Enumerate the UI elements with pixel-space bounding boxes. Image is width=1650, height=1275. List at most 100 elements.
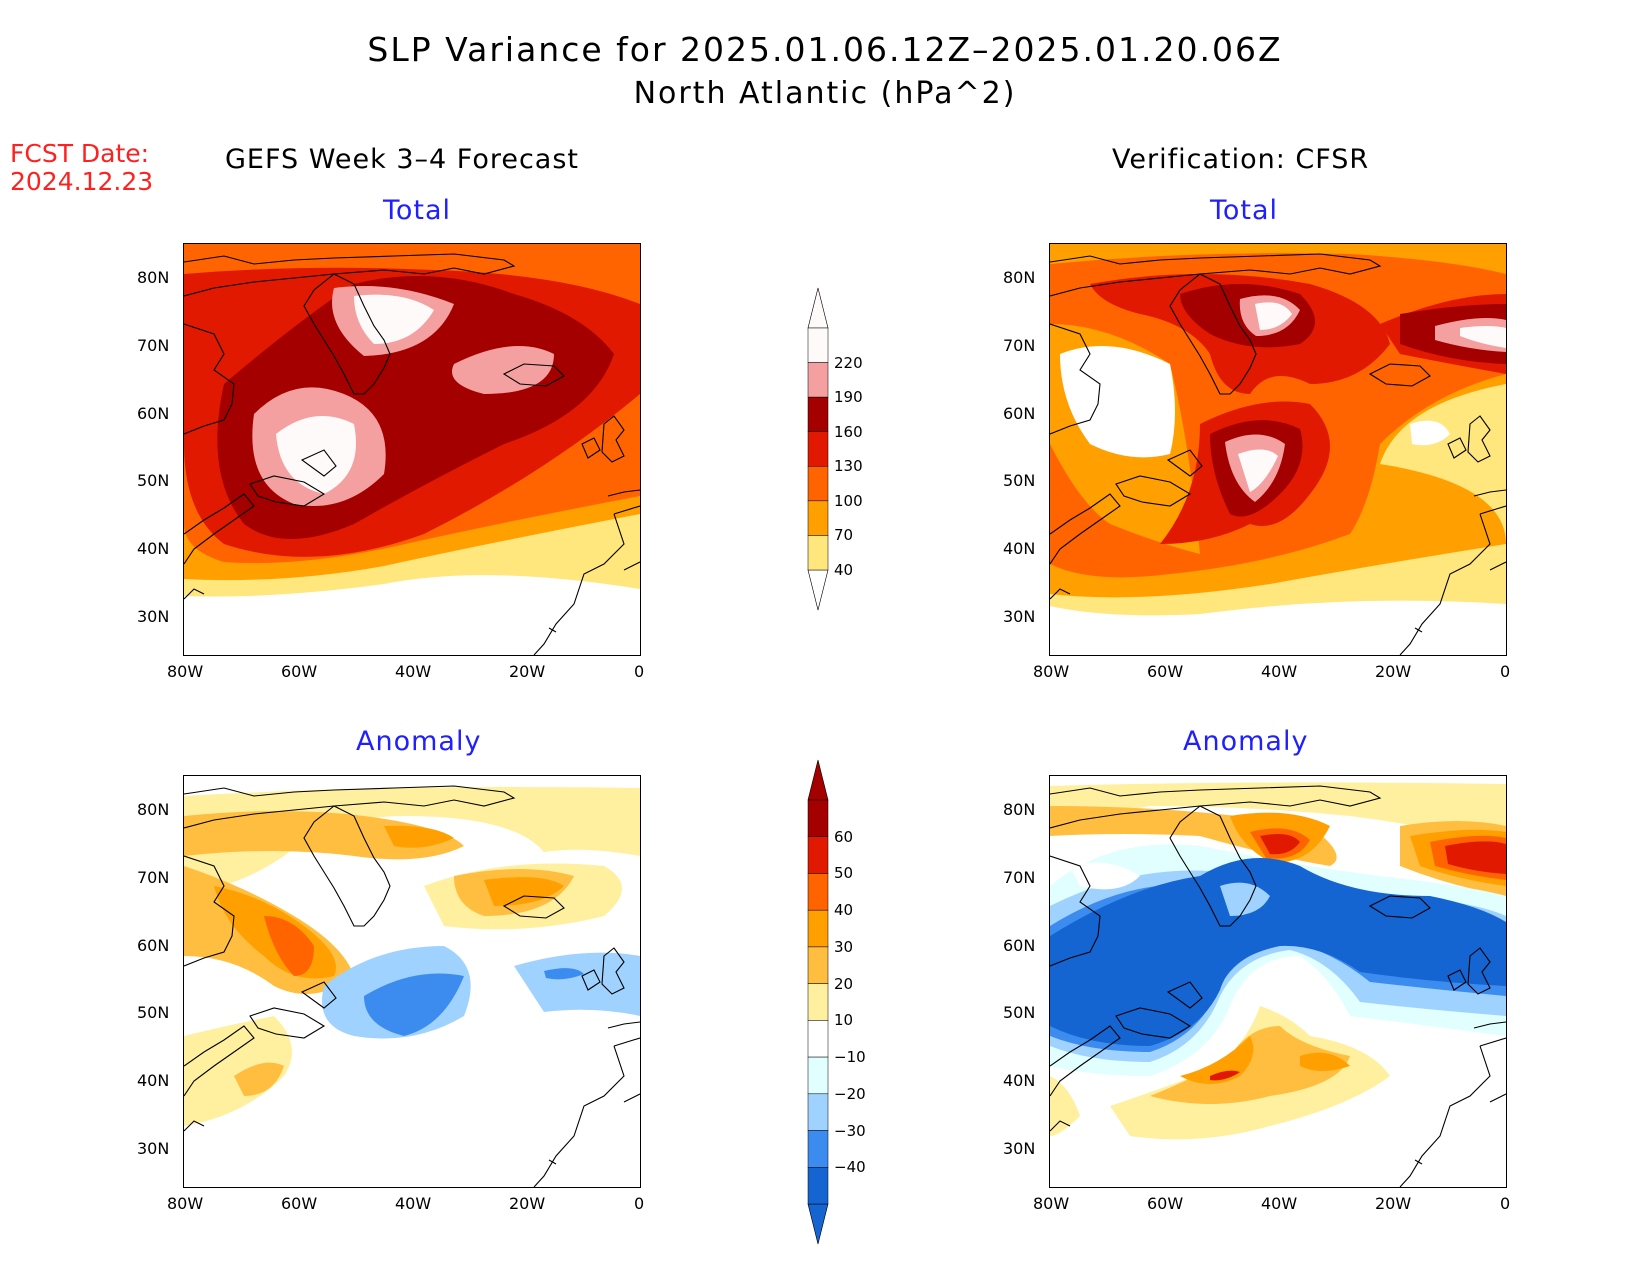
coastline: [1489, 561, 1506, 571]
shaded-contour: [452, 346, 554, 394]
coastline: [1166, 981, 1203, 1009]
coastline: [1473, 489, 1506, 497]
x-tick-label: 40W: [1261, 1194, 1298, 1213]
shaded-contour: [384, 825, 454, 848]
y-tick-label: 50N: [1003, 471, 1036, 491]
coastline: [607, 1021, 640, 1029]
shaded-contour: [1220, 882, 1270, 916]
colorbar-tick-label: 60: [834, 827, 854, 846]
shaded-contour: [1070, 862, 1140, 890]
colorbar-tick-label: 20: [834, 974, 854, 993]
coastline: [1399, 1045, 1491, 1187]
x-tick-label: 80W: [1033, 662, 1070, 681]
y-tick-label: 30N: [137, 607, 170, 626]
colorbar-tick-label: −20: [834, 1084, 866, 1103]
y-tick-label: 50N: [1003, 1003, 1036, 1023]
coastline: [601, 415, 625, 463]
shaded-contour: [1410, 420, 1450, 446]
colorbar-tick-label: −40: [834, 1158, 866, 1177]
y-tick-label: 80N: [137, 799, 170, 819]
shaded-contour: [1150, 1026, 1350, 1104]
coastline: [1115, 475, 1192, 507]
y-tick-label: 40N: [1003, 539, 1036, 559]
verification-anomaly-map: [1049, 775, 1507, 1188]
coastline: [1050, 323, 1101, 435]
coastline: [1050, 1120, 1071, 1132]
coastline: [184, 588, 205, 600]
y-tick-label: 30N: [1003, 607, 1036, 626]
coastline: [1050, 588, 1071, 600]
colorbar-swatch: [807, 431, 829, 467]
coastline: [184, 1120, 205, 1132]
colorbar-swatch: [807, 500, 829, 536]
coastline: [184, 253, 516, 297]
colorbar-arrow-bottom: [807, 1203, 829, 1245]
coastline: [623, 1093, 640, 1103]
x-tick-label: 80W: [167, 662, 204, 681]
x-tick-label: 40W: [1261, 662, 1298, 681]
colorbar-tick-label: 130: [834, 457, 863, 476]
y-tick-label: 80N: [137, 267, 170, 287]
y-tick-label: 40N: [137, 1071, 170, 1091]
x-tick-label: 60W: [1147, 662, 1184, 681]
main-title: SLP Variance for 2025.01.06.12Z–2025.01.…: [367, 30, 1283, 69]
x-tick-label: 60W: [1147, 1194, 1184, 1213]
coastline: [548, 627, 557, 633]
shaded-contour: [1050, 782, 1506, 846]
shaded-contour: [484, 877, 564, 906]
coastline: [1050, 855, 1101, 967]
coastline: [1479, 1037, 1506, 1047]
total-colorbar: [798, 283, 878, 619]
coastline: [1368, 895, 1431, 919]
coastline: [533, 513, 625, 655]
forecast-total-map-svg: [184, 244, 640, 655]
coastline: [623, 561, 640, 571]
shaded-contour: [276, 416, 356, 494]
y-tick-label: 60N: [1003, 403, 1036, 423]
coastline: [1479, 505, 1506, 515]
forecast-total-map: [183, 243, 641, 656]
coastline: [1169, 805, 1257, 927]
colorbar-swatch: [807, 873, 829, 911]
y-tick-label: 60N: [137, 403, 170, 423]
colorbar-swatch: [807, 1130, 829, 1168]
coastline: [1467, 947, 1491, 995]
colorbar-tick-label: −10: [834, 1048, 866, 1067]
colorbar-swatch: [807, 799, 829, 837]
x-tick-label: 20W: [1375, 662, 1412, 681]
coastline: [303, 805, 391, 927]
main-subtitle: North Atlantic (hPa^2): [633, 76, 1017, 111]
colorbar-tick-label: 10: [834, 1011, 854, 1030]
coastline: [607, 489, 640, 497]
coastline: [581, 437, 601, 459]
x-tick-label: 20W: [509, 1194, 546, 1213]
coastline: [1050, 1025, 1121, 1097]
coastline: [300, 449, 337, 477]
forecast-anomaly-map-svg: [184, 776, 640, 1187]
y-tick-label: 60N: [1003, 935, 1036, 955]
forecast-anomaly-title: Anomaly: [356, 726, 482, 757]
x-tick-label: 0: [634, 662, 645, 681]
colorbar-tick-label: 50: [834, 864, 854, 883]
left-column-heading: GEFS Week 3–4 Forecast: [225, 144, 580, 175]
coastline: [184, 493, 255, 565]
coastline: [1489, 1093, 1506, 1103]
x-tick-label: 0: [634, 1194, 645, 1213]
colorbar-swatch: [807, 1020, 829, 1058]
coastline: [548, 1159, 557, 1165]
coastline: [249, 475, 326, 507]
coastline: [613, 505, 640, 515]
shaded-contour: [264, 916, 314, 976]
colorbar-swatch: [807, 1167, 829, 1205]
verification-anomaly-title: Anomaly: [1183, 726, 1309, 757]
shaded-contour: [1210, 1070, 1240, 1081]
verification-total-map-svg: [1050, 244, 1506, 655]
x-tick-label: 0: [1500, 1194, 1511, 1213]
colorbar-arrow-bottom: [807, 569, 829, 611]
colorbar-tick-label: 30: [834, 937, 854, 956]
coastline: [249, 1007, 326, 1039]
coastline: [1447, 437, 1467, 459]
colorbar-tick-label: 190: [834, 388, 863, 407]
shaded-contour: [1260, 834, 1300, 855]
